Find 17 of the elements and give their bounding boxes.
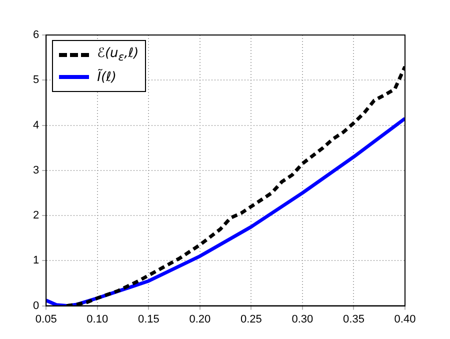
legend-label: ℰ(u$_{ε}$,ℓ)	[97, 46, 139, 64]
x-tick-label: 0.25	[240, 313, 262, 326]
x-tick-label: 0.15	[138, 313, 160, 326]
y-tick-label: 0	[32, 300, 40, 312]
legend-label: Ĩ(ℓ)	[97, 70, 116, 84]
x-tick-label: 0.10	[86, 313, 108, 326]
y-tick-label: 2	[32, 210, 40, 222]
x-tick-label: 0.40	[394, 313, 416, 326]
y-tick-label: 4	[32, 119, 40, 132]
y-tick-label: 6	[32, 29, 40, 42]
y-tick-label: 3	[32, 164, 40, 176]
y-tick-label: 5	[32, 74, 40, 86]
x-tick-label: 0.30	[292, 313, 314, 326]
x-tick-label: 0.20	[189, 313, 211, 326]
y-tick-label: 1	[32, 254, 40, 267]
x-tick-label: 0.05	[35, 313, 57, 326]
x-tick-label: 0.35	[343, 313, 364, 326]
